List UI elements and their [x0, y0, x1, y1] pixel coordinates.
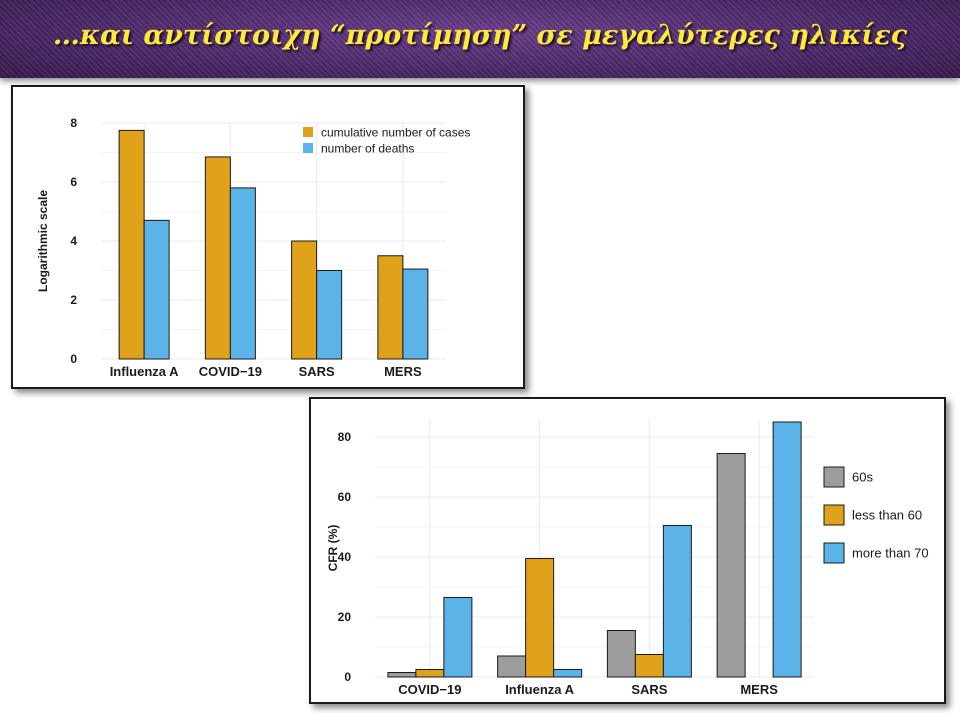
y-tick-label: 40 — [338, 550, 352, 564]
y-tick-label: 20 — [338, 610, 352, 624]
y-axis-label: Logarithmic scale — [36, 190, 50, 292]
x-tick-label: COVID−19 — [199, 364, 262, 379]
y-axis-label: CFR (%) — [326, 525, 340, 572]
title-banner: …και αντίστοιχη “προτίμηση” σε μεγαλύτερ… — [0, 0, 960, 78]
bar — [497, 655, 527, 678]
legend-label: cumulative number of cases — [321, 126, 470, 140]
bar — [606, 630, 636, 678]
y-tick-label: 0 — [344, 670, 351, 684]
legend-key — [823, 466, 845, 488]
y-tick-label: 2 — [70, 293, 77, 307]
bar — [662, 525, 692, 678]
x-tick-label: SARS — [631, 682, 667, 697]
legend-label: less than 60 — [852, 508, 922, 523]
bar — [143, 219, 170, 360]
bar — [402, 268, 429, 360]
chart-panel-cfr: COVID−19 Influenza A SARS MERS 0 20 40 60 80 CFR … — [309, 397, 946, 704]
x-tick-label: Influenza A — [505, 682, 574, 697]
bar — [118, 129, 145, 360]
y-tick-label: 6 — [70, 175, 77, 189]
bar — [772, 421, 802, 678]
bar — [377, 255, 404, 360]
log-scale-bar-chart: Influenza A COVID−19 SARS MERS 0 2 4 6 8 Logarith… — [36, 116, 470, 379]
bar — [387, 672, 417, 678]
cfr-bar-chart: COVID−19 Influenza A SARS MERS 0 20 40 60 80 CFR … — [326, 419, 929, 697]
bar — [415, 669, 445, 678]
x-tick-label: MERS — [740, 682, 778, 697]
bar — [634, 654, 664, 678]
legend-key — [823, 504, 845, 526]
y-tick-label: 4 — [70, 234, 77, 248]
legend-label: number of deaths — [321, 142, 414, 156]
x-tick-label: MERS — [384, 364, 422, 379]
bar — [553, 669, 583, 678]
legend-key — [303, 143, 313, 153]
bar — [316, 270, 343, 360]
bar — [229, 187, 256, 360]
y-tick-label: 0 — [70, 352, 77, 366]
slide-title: …και αντίστοιχη “προτίμηση” σε μεγαλύτερ… — [52, 20, 908, 51]
legend-label: more than 70 — [852, 546, 929, 561]
bar — [443, 597, 473, 678]
chart-panel-log-scale: Influenza A COVID−19 SARS MERS 0 2 4 6 8 Logarith… — [11, 85, 525, 389]
y-tick-label: 8 — [70, 116, 77, 130]
y-tick-label: 80 — [338, 430, 352, 444]
legend-key — [823, 542, 845, 564]
x-tick-label: Influenza A — [110, 364, 179, 379]
legend-label: 60s — [852, 470, 873, 485]
legend-key — [303, 127, 313, 137]
bar — [525, 558, 555, 678]
x-tick-label: COVID−19 — [398, 682, 461, 697]
bar — [716, 453, 746, 678]
y-tick-label: 60 — [338, 490, 352, 504]
x-tick-label: SARS — [299, 364, 335, 379]
bar — [291, 240, 318, 360]
bar — [204, 156, 231, 360]
